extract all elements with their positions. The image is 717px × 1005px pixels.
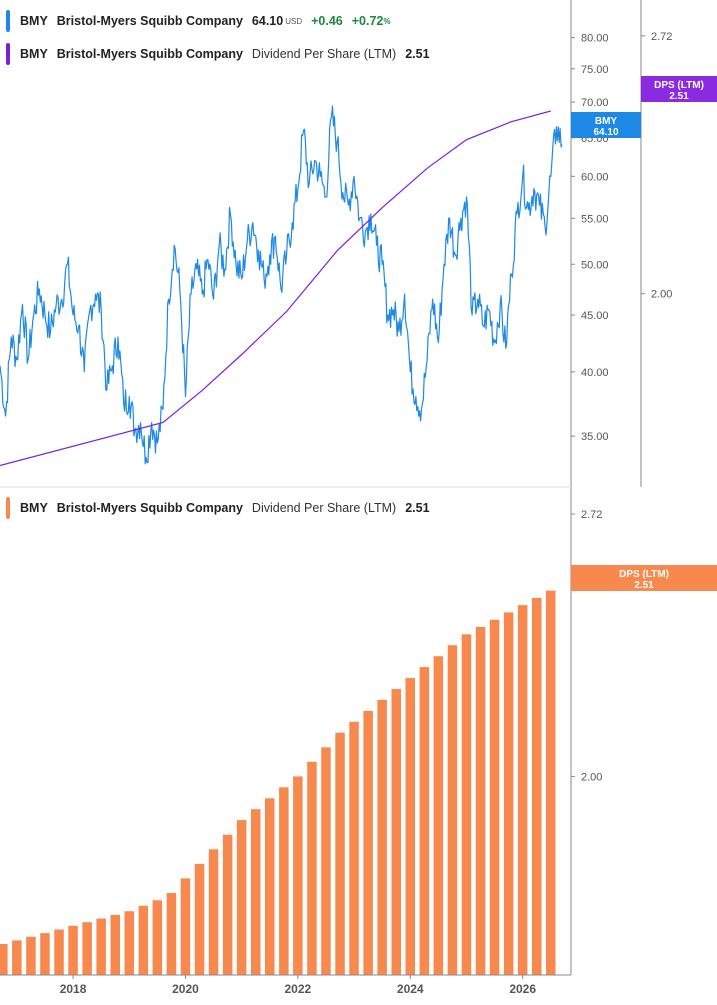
price-tick-label: 35.00 xyxy=(581,431,609,443)
legend-dps-bottom-ticker: BMY xyxy=(20,501,48,515)
dps-bar xyxy=(166,893,177,975)
price-tick-label: 55.00 xyxy=(581,213,609,225)
dps-bar xyxy=(405,678,415,975)
dps-bar xyxy=(377,699,387,975)
dps-bar xyxy=(54,929,64,975)
legend-dps-bottom-company: Bristol-Myers Squibb Company xyxy=(56,501,243,515)
dps-bar xyxy=(517,605,528,975)
legend-dps-top-metric: Dividend Per Share (LTM) xyxy=(251,47,397,61)
price-line xyxy=(0,105,563,465)
legend-dps-top-ticker: BMY xyxy=(20,47,48,61)
price-tick-label: 80.00 xyxy=(581,33,609,45)
price-tick-label: 45.00 xyxy=(581,310,609,322)
dps-bar xyxy=(447,645,458,975)
dps-bar xyxy=(349,721,359,975)
dps-bar xyxy=(110,914,120,975)
dps-bottom-tag-bg xyxy=(571,565,717,591)
dps-bar-panel xyxy=(0,590,556,975)
legend-dps-bottom-metric: Dividend Per Share (LTM) xyxy=(251,501,397,515)
dps-bar xyxy=(152,900,163,975)
legend-dps-top: BMY Bristol-Myers Squibb Company Dividen… xyxy=(6,41,438,67)
dps-bar xyxy=(433,656,444,975)
dps-bar xyxy=(391,689,401,975)
dps-bar xyxy=(40,933,50,975)
dps-bar xyxy=(293,776,303,975)
legend-price-company: Bristol-Myers Squibb Company xyxy=(56,14,243,28)
x-tick-label: 2020 xyxy=(172,982,199,996)
dps-bar xyxy=(180,878,191,975)
legend-price-currency: USD xyxy=(285,16,303,26)
dps-top-tag-value: 2.51 xyxy=(669,91,689,102)
dps-bar xyxy=(265,798,275,975)
x-tick-label: 2022 xyxy=(285,982,312,996)
dps-bar xyxy=(138,905,149,975)
dps-bottom-tag-value: 2.51 xyxy=(634,580,654,591)
legend-price-ticker: BMY xyxy=(20,14,48,28)
dps-bar xyxy=(26,936,36,975)
price-tick-label: 70.00 xyxy=(581,97,609,109)
price-tick-label: 40.00 xyxy=(581,367,609,379)
dps-top-tag-bg xyxy=(641,76,717,102)
dps-bar xyxy=(194,863,205,975)
dps-bar xyxy=(68,925,78,975)
price-tick-label: 75.00 xyxy=(581,64,609,76)
dps-bar xyxy=(419,667,430,975)
dps-bar xyxy=(475,627,486,975)
dps-bar xyxy=(0,944,8,975)
price-tag-bg xyxy=(571,112,641,138)
dps-bottom-tag-label: DPS (LTM) xyxy=(619,569,669,580)
legend-price: BMY Bristol-Myers Squibb Company 64.10 U… xyxy=(6,8,399,34)
legend-price-change: +0.46 xyxy=(311,14,343,28)
dps-bar xyxy=(12,940,22,975)
dps-top-tag-label: DPS (LTM) xyxy=(654,80,704,91)
dps-bar xyxy=(251,809,261,975)
legend-dps-top-company: Bristol-Myers Squibb Company xyxy=(56,47,243,61)
dps-bar xyxy=(503,612,514,975)
x-tick-label: 2026 xyxy=(509,982,536,996)
legend-price-swatch xyxy=(6,10,10,32)
dps-bar xyxy=(532,597,542,975)
dps-bar xyxy=(335,732,345,975)
bar-tick-label: 2.00 xyxy=(581,771,602,783)
dps-tick-label: 2.72 xyxy=(651,31,672,43)
dps-bar xyxy=(124,911,134,975)
price-tick-label: 50.00 xyxy=(581,259,609,271)
dps-bar xyxy=(461,634,472,975)
dps-bar xyxy=(279,787,289,975)
dps-bar xyxy=(82,922,92,975)
dps-bar xyxy=(363,710,373,975)
x-tick-label: 2024 xyxy=(397,982,424,996)
bar-tick-label: 2.72 xyxy=(581,509,602,521)
legend-dps-top-swatch xyxy=(6,43,10,65)
dps-top-tag: DPS (LTM)2.51 xyxy=(641,76,717,102)
legend-dps-bottom-swatch xyxy=(6,497,10,519)
dps-bar xyxy=(489,619,500,975)
dps-line xyxy=(0,110,551,467)
dps-bar xyxy=(321,747,331,975)
dps-bottom-tag: DPS (LTM)2.51 xyxy=(571,565,717,591)
legend-price-pct-sign: % xyxy=(383,16,391,26)
dps-bar xyxy=(96,918,106,975)
legend-dps-top-value: 2.51 xyxy=(405,47,430,61)
x-tick-label: 2018 xyxy=(60,982,87,996)
legend-price-value: 64.10 xyxy=(251,14,284,28)
price-panel xyxy=(0,105,563,467)
dps-bar xyxy=(546,590,556,975)
price-tag-value: 64.10 xyxy=(593,127,618,138)
legend-price-change-pct: +0.72 xyxy=(351,14,384,28)
price-tick-label: 60.00 xyxy=(581,171,609,183)
price-tag-label: BMY xyxy=(595,116,618,127)
dps-bar xyxy=(236,820,247,975)
dps-bar xyxy=(222,834,233,975)
dps-bar xyxy=(307,761,317,975)
legend-dps-bottom-value: 2.51 xyxy=(405,501,430,515)
dps-bar xyxy=(208,849,219,975)
legend-dps-bottom: BMY Bristol-Myers Squibb Company Dividen… xyxy=(6,495,438,521)
dps-tick-label: 2.00 xyxy=(651,289,672,301)
